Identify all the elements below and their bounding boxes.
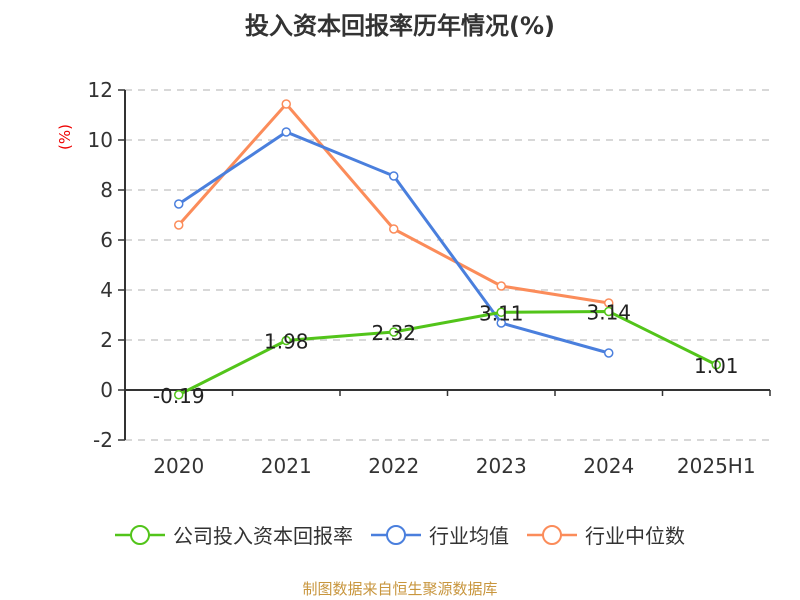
series-line — [178, 309, 717, 397]
data-point — [281, 99, 291, 109]
legend-label: 行业中位数 — [585, 524, 685, 548]
data-label: 3.11 — [479, 301, 524, 325]
y-tick-label: 6 — [100, 228, 113, 252]
y-tick-label: -2 — [93, 428, 113, 452]
data-point — [174, 220, 184, 230]
plot-area: -2 0 2 4 6 8 10 12 2020 2021 2022 2023 2024 2025H1 -0.… — [88, 78, 771, 478]
data-point — [389, 327, 399, 337]
data-point — [496, 318, 506, 328]
x-tick-label: 2022 — [368, 454, 419, 478]
legend-label: 公司投入资本回报率 — [173, 524, 353, 548]
series-line — [177, 130, 610, 355]
x-tick-label: 2023 — [476, 454, 527, 478]
legend-item[interactable]: 行业中位数 — [527, 520, 685, 549]
series-line — [177, 101, 609, 305]
data-label: 1.98 — [264, 330, 309, 354]
data-point — [604, 306, 614, 317]
data-point — [174, 199, 184, 209]
x-tick-label: 2024 — [583, 454, 634, 478]
chart-title: 投入资本回报率历年情况(%) — [245, 12, 555, 40]
data-point — [496, 307, 506, 317]
data-point — [389, 224, 399, 234]
legend-marker-icon — [115, 524, 165, 545]
y-tick-label: 0 — [100, 378, 113, 402]
x-tick-label: 2020 — [153, 454, 204, 478]
y-tick-label: 8 — [100, 178, 113, 202]
data-point — [389, 171, 399, 181]
y-tick-label: 4 — [100, 278, 113, 302]
y-tick-label: 2 — [100, 328, 113, 352]
legend-marker-icon — [527, 524, 577, 545]
data-point — [174, 390, 184, 400]
data-point — [281, 335, 291, 346]
data-point — [604, 348, 614, 358]
source-note: 制图数据来自恒生聚源数据库 — [302, 580, 498, 598]
data-point — [711, 360, 721, 370]
legend-marker-icon — [371, 524, 421, 545]
x-tick-label: 2021 — [261, 454, 312, 478]
legend-label: 行业均值 — [429, 524, 509, 548]
legend-item[interactable]: 行业均值 — [371, 520, 509, 549]
x-tick-label: 2025H1 — [677, 454, 756, 478]
legend-item[interactable]: 公司投入资本回报率 — [115, 520, 353, 549]
data-point — [496, 281, 506, 291]
data-point — [281, 127, 291, 137]
data-label: 1.01 — [694, 354, 739, 378]
y-tick-label: 10 — [88, 128, 113, 152]
legend: 公司投入资本回报率 行业均值 行业中位数 — [0, 520, 800, 549]
y-tick-label: 12 — [88, 78, 113, 102]
data-label: 3.14 — [586, 301, 631, 325]
data-label: 2.32 — [371, 321, 416, 345]
data-label: -0.19 — [153, 384, 205, 408]
